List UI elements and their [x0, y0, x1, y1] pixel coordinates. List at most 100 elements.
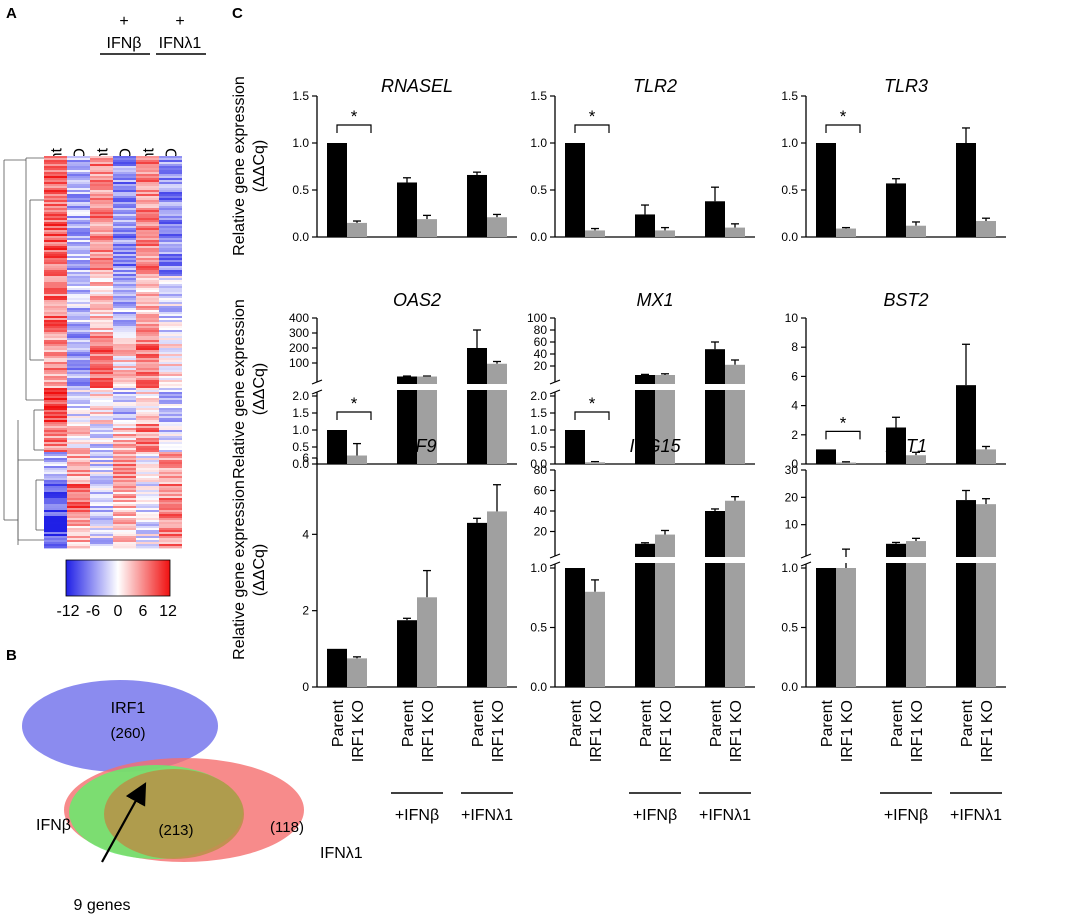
heatmap-cell: [136, 424, 159, 427]
heatmap-cell: [67, 364, 90, 367]
heatmap-cell: [44, 418, 67, 421]
heatmap-cell: [44, 460, 67, 463]
heatmap-cell: [44, 242, 67, 245]
heatmap-cell: [159, 480, 182, 483]
heatmap-cell: [113, 370, 136, 373]
heatmap-cell: [113, 522, 136, 525]
heatmap-cell: [159, 300, 182, 303]
heatmap-cell: [44, 408, 67, 411]
heatmap-cell: [90, 466, 113, 469]
bar-parent: [467, 522, 487, 687]
heatmap-cell: [113, 246, 136, 249]
heatmap-cell: [136, 460, 159, 463]
heatmap-cell: [67, 444, 90, 447]
y-tick-label: 2: [791, 428, 798, 442]
heatmap-cell: [67, 492, 90, 495]
heatmap-cell: [90, 286, 113, 289]
heatmap-cell: [113, 422, 136, 425]
heatmap-cell: [90, 358, 113, 361]
heatmap-cell: [44, 452, 67, 455]
heatmap-cell: [44, 382, 67, 385]
heatmap-cell: [67, 300, 90, 303]
bar-parent: [956, 500, 976, 687]
heatmap-cell: [90, 220, 113, 223]
heatmap-cell: [67, 382, 90, 385]
heatmap-cell: [136, 170, 159, 173]
heatmap-cell: [159, 156, 182, 159]
heatmap-cell: [67, 540, 90, 543]
bar-parent: [635, 543, 655, 687]
heatmap-cell: [159, 512, 182, 515]
heatmap-cell: [113, 378, 136, 381]
y-tick-label: 0: [302, 680, 309, 694]
bar-parent: [705, 349, 725, 464]
heatmap-cell: [136, 416, 159, 419]
heatmap-cell: [67, 472, 90, 475]
y-tick-label: 60: [534, 335, 548, 349]
panel-c-label: C: [232, 5, 243, 22]
y-tick-label: 0.5: [530, 440, 547, 454]
heatmap-cell: [113, 398, 136, 401]
heatmap-cell: [90, 316, 113, 319]
heatmap-cell: [159, 478, 182, 481]
treatment-plus: +: [175, 13, 184, 30]
heatmap-cell: [113, 450, 136, 453]
category-label: Parent: [889, 699, 906, 747]
heatmap-cell: [136, 232, 159, 235]
heatmap-cell: [90, 366, 113, 369]
heatmap-cell: [113, 392, 136, 395]
y-tick-label: 0.0: [292, 230, 309, 244]
y-tick-label: 1.5: [530, 406, 547, 420]
heatmap-cell: [113, 388, 136, 391]
heatmap-cell: [136, 284, 159, 287]
heatmap-cell: [44, 344, 67, 347]
heatmap-cell: [67, 252, 90, 255]
heatmap-cell: [136, 364, 159, 367]
category-label: Parent: [638, 699, 655, 747]
heatmap-cell: [159, 488, 182, 491]
y-axis-label-unit: (ΔΔCq): [251, 363, 268, 415]
y-tick-label: 1.0: [292, 423, 309, 437]
heatmap-cell: [90, 186, 113, 189]
heatmap-cell: [159, 230, 182, 233]
heatmap-cell: [90, 378, 113, 381]
heatmap-cell: [44, 240, 67, 243]
heatmap-cell: [136, 368, 159, 371]
heatmap-cell: [44, 276, 67, 279]
heatmap-cell: [67, 508, 90, 511]
heatmap-cell: [90, 490, 113, 493]
heatmap-cell: [136, 404, 159, 407]
chart-title: OAS2: [393, 290, 441, 310]
heatmap-cell: [113, 514, 136, 517]
heatmap-cell: [159, 428, 182, 431]
heatmap-cell: [90, 512, 113, 515]
heatmap-cell: [159, 496, 182, 499]
heatmap-cell: [136, 190, 159, 193]
heatmap-cell: [113, 274, 136, 277]
heatmap-cell: [67, 282, 90, 285]
heatmap-cell: [136, 318, 159, 321]
y-tick-label: 0.0: [530, 457, 547, 471]
bar-parent: [397, 620, 417, 687]
heatmap-cell: [113, 182, 136, 185]
heatmap-cell: [113, 532, 136, 535]
heatmap-cell: [113, 242, 136, 245]
bar-irf1-ko: [655, 534, 675, 687]
heatmap-cell: [90, 294, 113, 297]
heatmap-cell: [136, 312, 159, 315]
heatmap-cell: [136, 480, 159, 483]
heatmap-cell: [159, 398, 182, 401]
heatmap-cell: [136, 398, 159, 401]
heatmap-cell: [67, 220, 90, 223]
heatmap-cell: [136, 172, 159, 175]
heatmap-cell: [90, 500, 113, 503]
heatmap-cell: [67, 312, 90, 315]
heatmap-cell: [113, 324, 136, 327]
heatmap-cell: [136, 478, 159, 481]
heatmap-cell: [67, 326, 90, 329]
heatmap-cell: [159, 342, 182, 345]
y-tick-label: 20: [534, 359, 548, 373]
heatmap-cell: [159, 412, 182, 415]
heatmap-cell: [159, 402, 182, 405]
axis-break-mark: [549, 561, 561, 567]
